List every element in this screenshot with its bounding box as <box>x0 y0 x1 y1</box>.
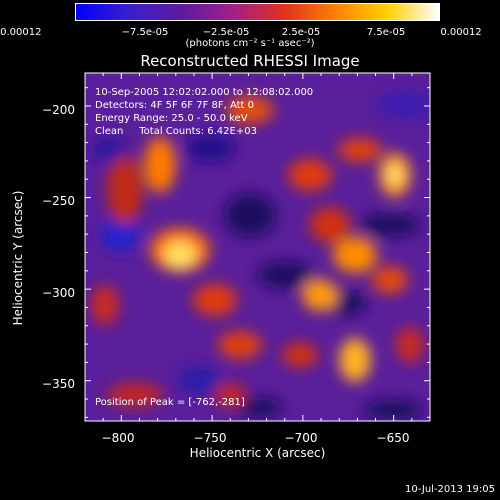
x-tick-label: −800 <box>101 431 135 445</box>
plot-frame <box>84 72 431 422</box>
x-tick-label: −750 <box>193 431 227 445</box>
colorbar-tick-label: −2.5e-05 <box>202 27 250 38</box>
colorbar-gradient <box>75 3 440 21</box>
y-axis-label: Heliocentric Y (arcsec) <box>11 190 25 326</box>
detectors-annotation: Detectors: 4F 5F 6F 7F 8F, Att 0 <box>95 100 255 111</box>
image-title: Reconstructed RHESSI Image <box>140 52 360 70</box>
y-tick-label: −250 <box>42 194 75 208</box>
x-tick-label: −700 <box>284 431 318 445</box>
colorbar-units: (photons cm⁻² s⁻¹ asec⁻²) <box>185 38 315 49</box>
clean-counts-annotation: Clean Total Counts: 6.42E+03 <box>95 126 257 137</box>
colorbar-tick-label: 2.5e-05 <box>281 27 321 38</box>
colorbar-tick-label: 7.5e-05 <box>366 27 406 38</box>
y-tick-label: −200 <box>42 103 75 117</box>
intensity-map <box>91 91 430 420</box>
axis-ticks <box>84 73 431 421</box>
x-axis-label: Heliocentric X (arcsec) <box>189 446 326 460</box>
colorbar-tick-label: 0.00012 <box>440 27 482 38</box>
colorbar-tick-label: −7.5e-05 <box>121 27 169 38</box>
time-range-annotation: 10-Sep-2005 12:02:02.000 to 12:08:02.000 <box>95 87 314 98</box>
y-tick-label: −350 <box>42 377 75 391</box>
colorbar <box>0 0 500 60</box>
energy-range-annotation: Energy Range: 25.0 - 50.0 keV <box>95 113 248 124</box>
peak-position-annotation: Position of Peak = [-762,-281] <box>95 397 245 408</box>
footer-timestamp: 10-Jul-2013 19:05 <box>404 484 495 495</box>
x-tick-label: −650 <box>376 431 410 445</box>
colorbar-tick-label: -0.00012 <box>0 27 42 38</box>
y-tick-label: −300 <box>42 286 75 300</box>
